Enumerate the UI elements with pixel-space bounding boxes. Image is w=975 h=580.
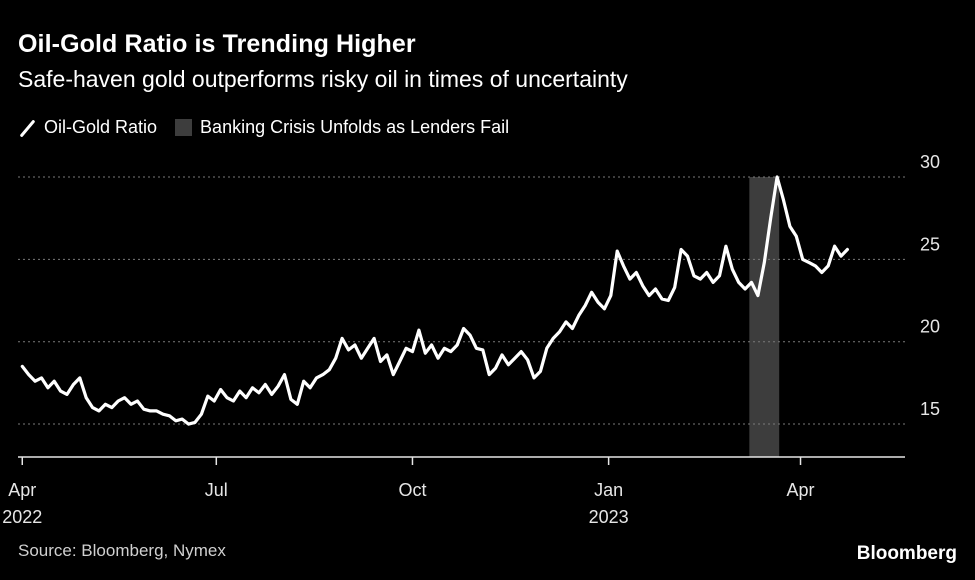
y-tick-label-30: 30 bbox=[920, 152, 940, 172]
y-tick-label-20: 20 bbox=[920, 317, 940, 337]
series-line-oil-gold-ratio bbox=[20, 175, 850, 426]
x-tick-sublabel-0: 2022 bbox=[2, 507, 42, 527]
legend: Oil-Gold Ratio Banking Crisis Unfolds as… bbox=[18, 117, 527, 138]
x-tick-label-4: Apr bbox=[787, 480, 815, 500]
x-tick-label-2: Oct bbox=[398, 480, 426, 500]
source-note: Source: Bloomberg, Nymex bbox=[18, 541, 226, 560]
x-tick-label-3: Jan bbox=[594, 480, 623, 500]
x-tick-label-0: Apr bbox=[8, 480, 36, 500]
legend-label-ratio: Oil-Gold Ratio bbox=[44, 117, 158, 137]
legend-item-ratio: Oil-Gold Ratio bbox=[18, 117, 157, 138]
legend-item-banking-crisis: Banking Crisis Unfolds as Lenders Fail bbox=[175, 117, 509, 138]
bloomberg-logo: Bloomberg bbox=[856, 543, 957, 564]
x-tick-sublabel-3: 2023 bbox=[589, 507, 629, 527]
chart-subtitle: Safe-haven gold outperforms risky oil in… bbox=[18, 66, 628, 92]
chart-title: Oil-Gold Ratio is Trending Higher bbox=[18, 30, 416, 58]
y-tick-label-25: 25 bbox=[920, 234, 940, 254]
x-tick-label-1: Jul bbox=[205, 480, 228, 500]
y-tick-label-15: 15 bbox=[920, 399, 940, 419]
legend-label-banking-crisis: Banking Crisis Unfolds as Lenders Fail bbox=[200, 117, 510, 137]
shaded-box-swatch-icon bbox=[175, 119, 193, 136]
banking-crisis-band bbox=[749, 177, 780, 457]
